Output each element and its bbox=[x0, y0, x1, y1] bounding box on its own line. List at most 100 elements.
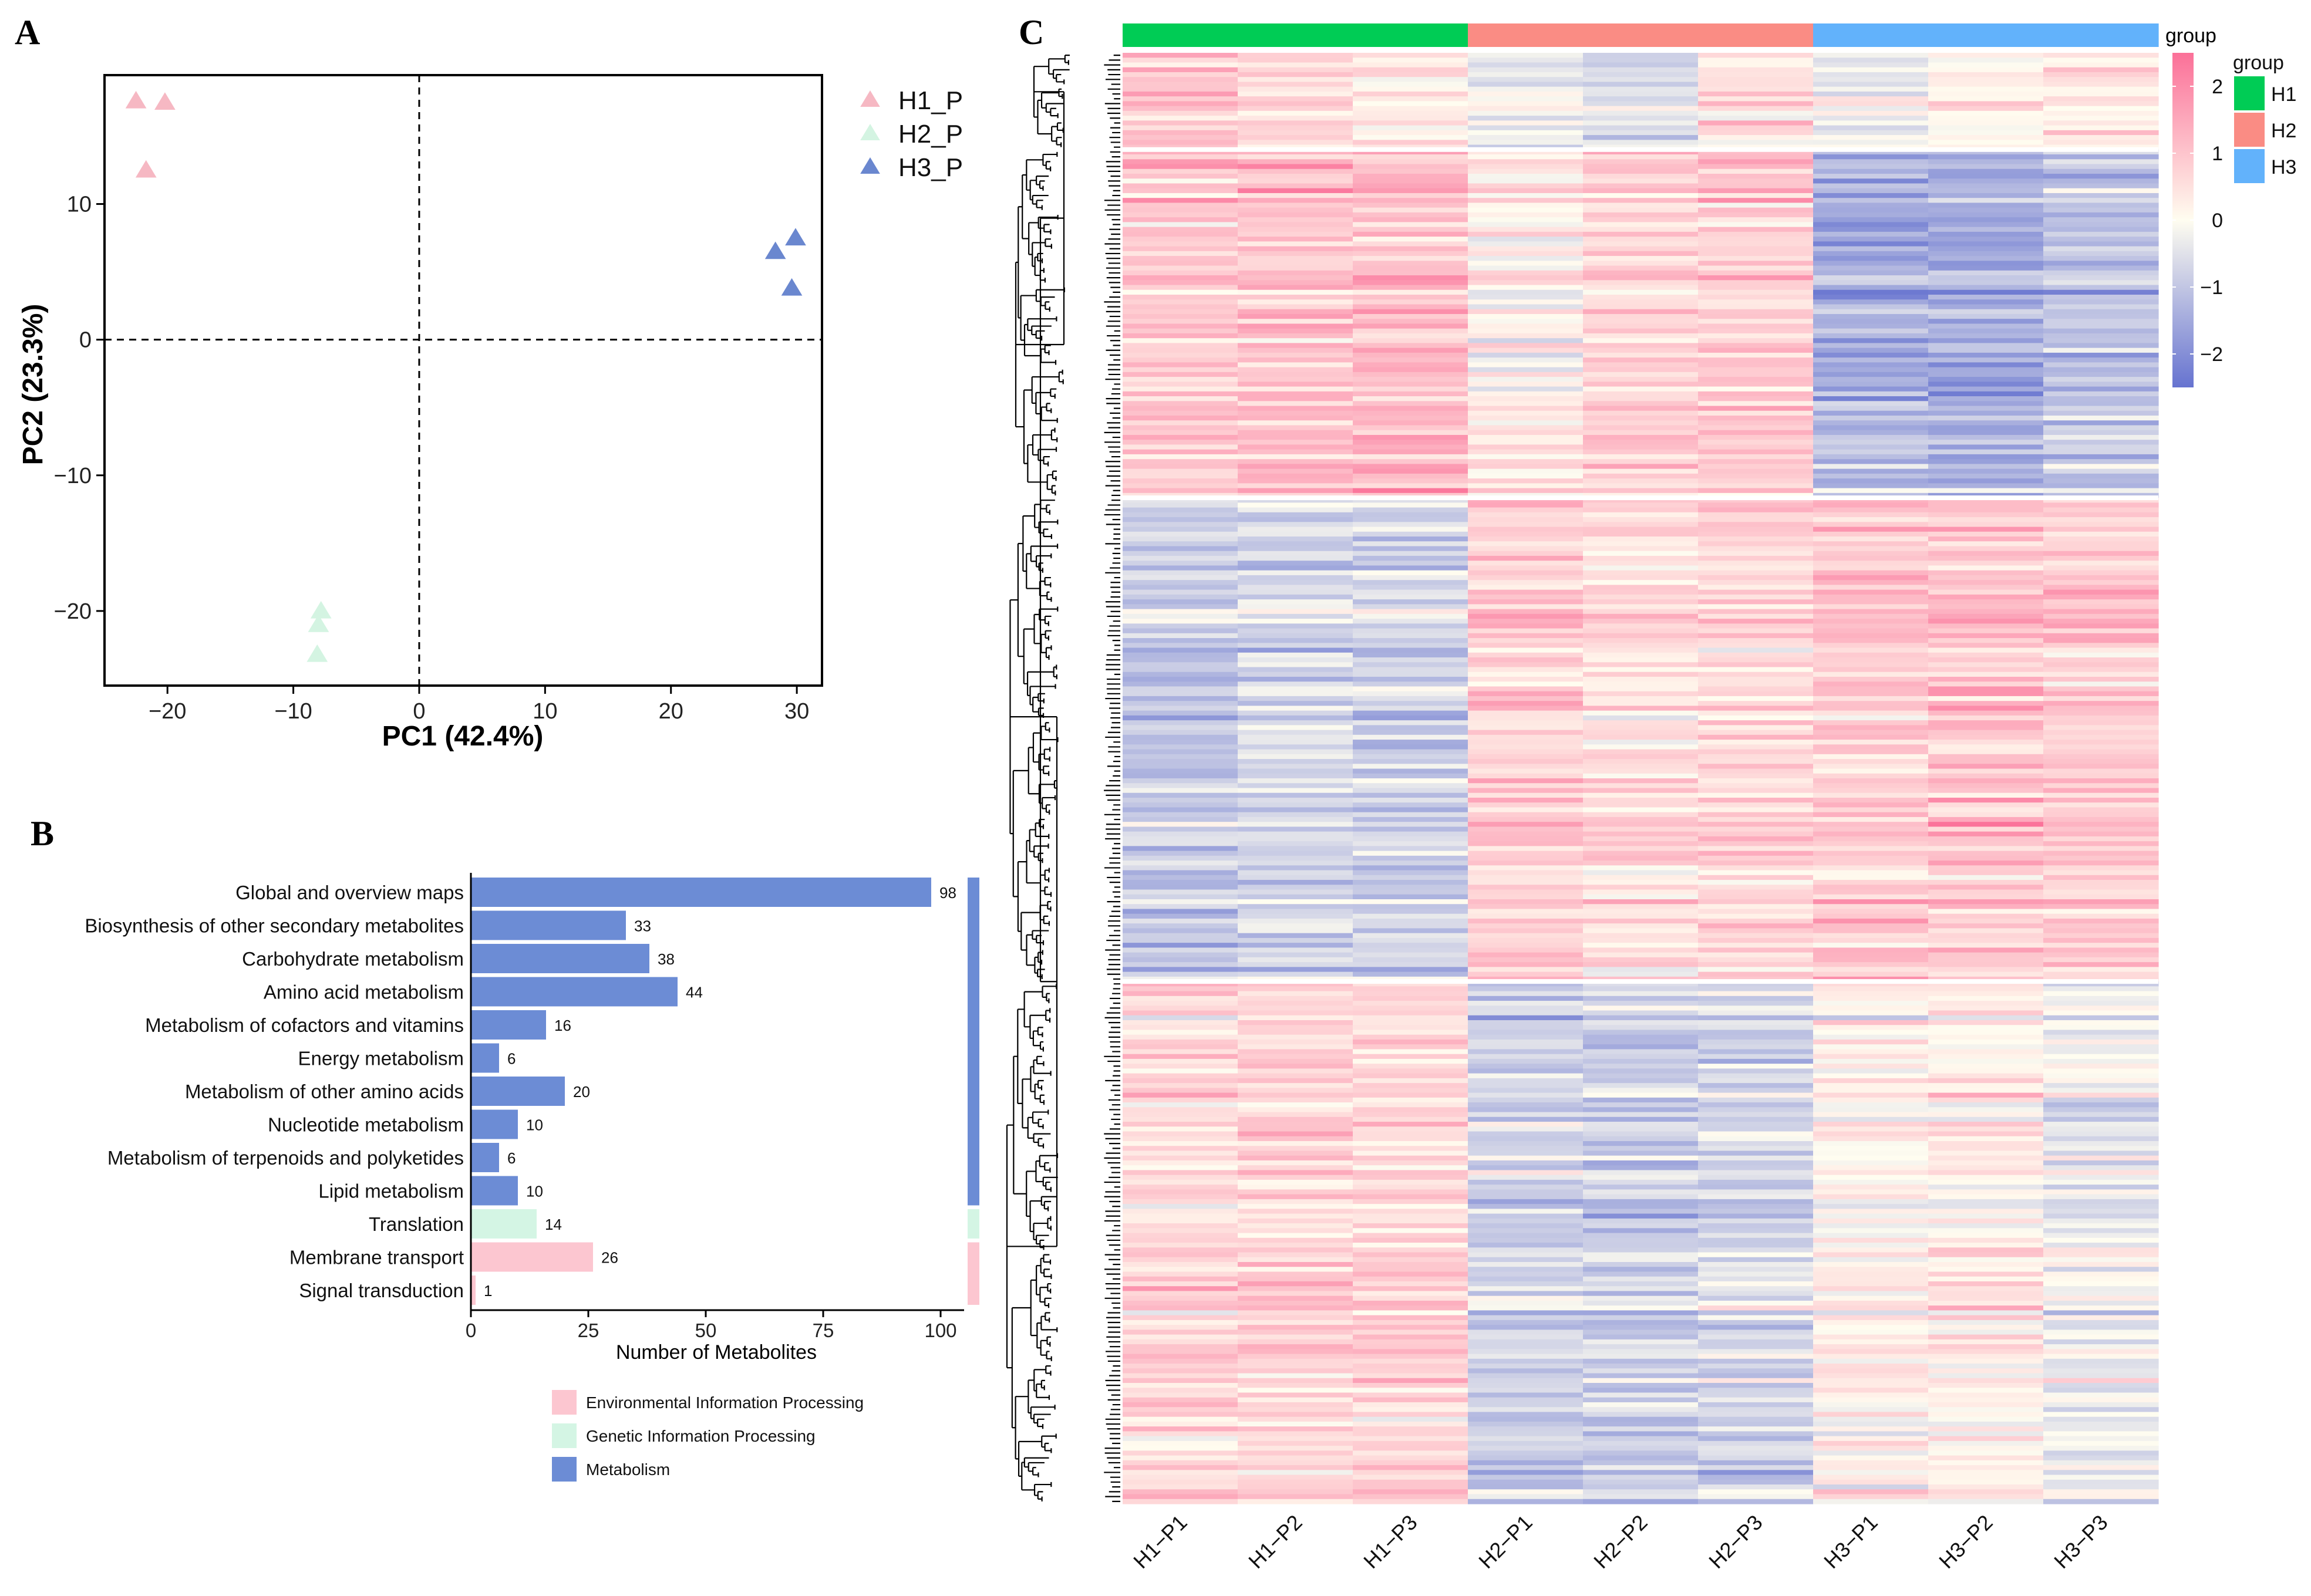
heatmap-cell bbox=[1583, 227, 1699, 232]
heatmap-cell bbox=[1698, 836, 1814, 842]
heatmap-cell bbox=[1928, 212, 2044, 218]
panel-c: C group H1−P1 H1−P2 H1−P3 H2−P1 H2−P2 H2−P3 H3… bbox=[1006, 13, 2296, 1573]
heatmap-cell bbox=[1928, 1194, 2044, 1200]
heatmap-cell bbox=[1353, 1150, 1468, 1156]
heatmap-cell bbox=[1813, 1276, 1929, 1282]
heatmap-cell bbox=[1813, 1315, 1929, 1321]
heatmap-cell bbox=[2043, 1257, 2159, 1263]
heatmap-cell bbox=[1583, 1291, 1699, 1297]
heatmap-cell bbox=[1353, 1426, 1468, 1432]
heatmap-cell bbox=[1928, 53, 2044, 58]
heatmap-cell bbox=[1928, 295, 2044, 300]
pca-y-tick-label: −20 bbox=[54, 599, 92, 624]
heatmap-cell bbox=[1123, 546, 1238, 552]
heatmap-cell bbox=[1123, 488, 1238, 494]
heatmap-cell bbox=[1238, 1426, 1353, 1432]
heatmap-cell bbox=[1698, 575, 1814, 581]
bar-category-label: Signal transduction bbox=[299, 1280, 464, 1301]
heatmap-cell bbox=[1583, 686, 1699, 692]
heatmap-cell bbox=[1238, 241, 1353, 247]
heatmap-cell bbox=[1813, 971, 1929, 977]
heatmap-cell bbox=[1123, 382, 1238, 387]
heatmap-cell bbox=[1468, 1286, 1584, 1292]
heatmap-cell bbox=[1238, 512, 1353, 518]
heatmap-cell bbox=[1468, 304, 1584, 310]
heatmap-cell bbox=[2043, 261, 2159, 266]
heatmap-cell bbox=[1468, 227, 1584, 232]
heatmap-cell bbox=[1698, 1479, 1814, 1485]
heatmap-cell bbox=[1583, 1489, 1699, 1495]
heatmap-cell bbox=[1468, 241, 1584, 247]
heatmap-cell bbox=[1123, 710, 1238, 716]
heatmap-cell bbox=[1353, 323, 1468, 329]
heatmap-cell bbox=[1123, 1397, 1238, 1403]
heatmap-cell bbox=[1238, 1034, 1353, 1040]
heatmap-cell bbox=[1583, 512, 1699, 518]
pca-point-h2-p bbox=[308, 615, 329, 632]
heatmap-cell bbox=[1928, 662, 2044, 668]
heatmap-cell bbox=[1238, 237, 1353, 242]
heatmap-cell bbox=[1468, 744, 1584, 750]
heatmap-cell bbox=[2043, 420, 2159, 426]
heatmap-cell bbox=[1583, 1455, 1699, 1461]
heatmap-cell bbox=[1123, 1025, 1238, 1031]
heatmap-cell bbox=[1123, 855, 1238, 861]
heatmap-cell bbox=[1583, 1122, 1699, 1127]
heatmap-cell bbox=[1468, 1015, 1584, 1021]
heatmap-cell bbox=[1583, 701, 1699, 706]
heatmap-cell bbox=[1123, 797, 1238, 803]
heatmap-cell bbox=[1238, 861, 1353, 866]
heatmap-cell bbox=[1813, 237, 1929, 242]
heatmap-cell bbox=[1238, 357, 1353, 363]
heatmap-cell bbox=[1238, 1102, 1353, 1108]
heatmap-cell bbox=[1928, 894, 2044, 900]
heatmap-cell bbox=[1813, 1330, 1929, 1335]
heatmap-cell bbox=[1468, 1388, 1584, 1393]
heatmap-cell bbox=[1238, 725, 1353, 731]
heatmap-cell bbox=[1468, 285, 1584, 291]
heatmap-cell bbox=[1698, 1088, 1814, 1094]
heatmap-cell bbox=[1583, 730, 1699, 735]
heatmap-cell bbox=[2043, 609, 2159, 615]
heatmap-cell bbox=[1583, 159, 1699, 165]
heatmap-cell bbox=[1928, 420, 2044, 426]
heatmap-cell bbox=[1583, 623, 1699, 629]
heatmap-cell bbox=[1698, 1218, 1814, 1224]
heatmap-cell bbox=[1123, 270, 1238, 276]
heatmap-cell bbox=[1353, 1015, 1468, 1021]
heatmap-cell bbox=[1928, 502, 2044, 508]
heatmap-cell bbox=[1813, 261, 1929, 266]
heatmap-cell bbox=[1123, 1465, 1238, 1470]
heatmap-cell bbox=[1353, 1160, 1468, 1166]
heatmap-cell bbox=[1238, 1204, 1353, 1209]
heatmap-cell bbox=[1238, 1097, 1353, 1103]
heatmap-cell bbox=[1813, 749, 1929, 755]
heatmap-cell bbox=[2043, 889, 2159, 895]
heatmap-cell bbox=[1353, 561, 1468, 566]
heatmap-cell bbox=[1468, 1199, 1584, 1204]
heatmap-cell bbox=[1123, 120, 1238, 126]
heatmap-cell bbox=[1353, 1349, 1468, 1355]
heatmap-cell bbox=[1813, 135, 1929, 140]
heatmap-cell bbox=[1353, 459, 1468, 464]
heatmap-cell bbox=[1583, 1407, 1699, 1413]
heatmap-cell bbox=[1123, 647, 1238, 653]
heatmap-cell bbox=[1238, 1126, 1353, 1132]
heatmap-cell bbox=[1583, 826, 1699, 832]
heatmap-cell bbox=[1583, 299, 1699, 305]
heatmap-cell bbox=[1928, 207, 2044, 213]
heatmap-cell bbox=[1928, 164, 2044, 170]
heatmap-cell bbox=[1238, 710, 1353, 716]
heatmap-cell bbox=[1468, 613, 1584, 619]
heatmap-cell bbox=[1468, 681, 1584, 687]
heatmap-cell bbox=[1928, 807, 2044, 813]
heatmap-cell bbox=[1583, 861, 1699, 866]
heatmap-cell bbox=[1698, 880, 1814, 885]
heatmap-cell bbox=[1928, 971, 2044, 977]
heatmap-cell bbox=[1468, 1005, 1584, 1011]
heatmap-cell bbox=[1238, 1368, 1353, 1374]
group-legend-swatch bbox=[2234, 149, 2265, 183]
heatmap-cell bbox=[1353, 1073, 1468, 1079]
heatmap-cell bbox=[2043, 517, 2159, 522]
heatmap-cell bbox=[2043, 1276, 2159, 1282]
